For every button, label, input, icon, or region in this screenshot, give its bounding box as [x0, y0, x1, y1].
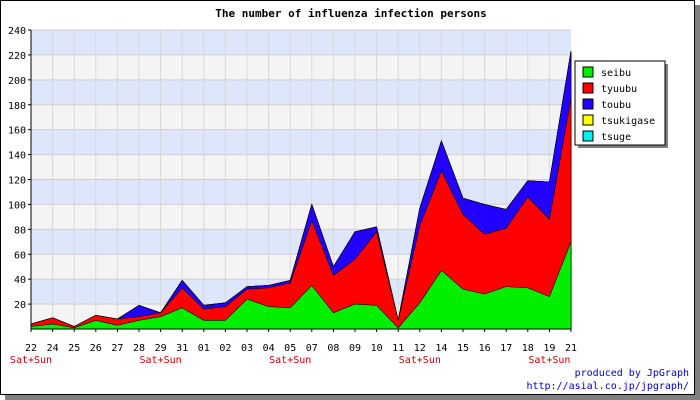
- legend: seibu tyuubu toubu tsukigase tsuge: [574, 60, 668, 148]
- x-tick-label: 01: [198, 343, 210, 354]
- grid-band: [31, 179, 571, 205]
- x-tick-label: 14: [435, 343, 447, 354]
- plot-areas: [30, 51, 572, 330]
- y-tick-label: 140: [8, 151, 26, 162]
- x-tick-label: 09: [349, 343, 361, 354]
- y-tick-label: 200: [8, 76, 26, 87]
- grid-band: [31, 129, 571, 155]
- chart-title: The number of influenza infection person…: [215, 7, 487, 20]
- x-tick-label: 16: [479, 343, 491, 354]
- weekend-marker: Sat+Sun: [269, 355, 311, 366]
- legend-swatch-seibu: [582, 66, 594, 78]
- x-axis-ticks: 22 24 25 26 27 28 29 31 01 02 03 04 05 07 08 09 10 11 12 14…: [10, 329, 577, 366]
- grid-band: [31, 79, 571, 105]
- weekend-marker: Sat+Sun: [528, 355, 570, 366]
- x-tick-label: 25: [68, 343, 80, 354]
- legend-swatch-tyuubu: [582, 82, 594, 94]
- x-tick-label: 11: [392, 343, 404, 354]
- x-tick-label: 26: [90, 343, 102, 354]
- chart-canvas: The number of influenza infection person…: [8, 7, 689, 392]
- x-tick-label: 07: [306, 343, 318, 354]
- y-tick-label: 60: [14, 250, 26, 261]
- legend-label-tsukigase: tsukigase: [601, 116, 655, 127]
- legend-label-seibu: seibu: [601, 68, 631, 79]
- y-tick-label: 180: [8, 101, 26, 112]
- weekend-marker: Sat+Sun: [140, 355, 182, 366]
- x-tick-label: 08: [327, 343, 339, 354]
- x-tick-label: 18: [522, 343, 534, 354]
- x-tick-label: 19: [543, 343, 555, 354]
- legend-label-tyuubu: tyuubu: [601, 84, 637, 95]
- y-tick-label: 240: [8, 26, 26, 37]
- legend-swatch-tsukigase: [582, 114, 594, 126]
- x-tick-label: 28: [133, 343, 145, 354]
- x-tick-label: 31: [176, 343, 188, 354]
- grid-band: [31, 154, 571, 180]
- x-tick-label: 22: [25, 343, 37, 354]
- x-tick-label: 17: [500, 343, 512, 354]
- y-tick-label: 160: [8, 126, 26, 137]
- legend-swatch-toubu: [582, 98, 594, 110]
- y-tick-label: 100: [8, 200, 26, 211]
- y-tick-label: 220: [8, 51, 26, 62]
- area-seibu: [30, 241, 572, 330]
- x-tick-label: 02: [219, 343, 231, 354]
- x-tick-label: 04: [263, 343, 275, 354]
- x-tick-label: 24: [47, 343, 59, 354]
- legend-label-toubu: toubu: [601, 100, 631, 111]
- plot-grid: [31, 29, 571, 329]
- y-tick-label: 20: [14, 300, 26, 311]
- x-tick-label: 10: [371, 343, 383, 354]
- x-tick-label: 03: [241, 343, 253, 354]
- y-tick-label: 120: [8, 176, 26, 187]
- footer-credit: produced by JpGraph: [575, 368, 689, 379]
- x-tick-label: 27: [111, 343, 123, 354]
- weekend-marker: Sat+Sun: [10, 355, 52, 366]
- weekend-marker: Sat+Sun: [399, 355, 441, 366]
- footer-url[interactable]: http://asial.co.jp/jpgraph/: [526, 381, 689, 392]
- grid-band: [31, 104, 571, 130]
- y-axis-ticks: 20 40 60 80 100 120 140 160 180 200 220 240: [8, 26, 31, 311]
- area-tyuubu: [30, 98, 572, 330]
- x-tick-label: 12: [414, 343, 426, 354]
- x-tick-label: 29: [155, 343, 167, 354]
- x-tick-label: 21: [565, 343, 577, 354]
- y-tick-label: 40: [14, 275, 26, 286]
- grid-band: [31, 30, 571, 55]
- grid-band: [31, 54, 571, 80]
- legend-swatch-tsuge: [582, 130, 594, 142]
- y-tick-label: 80: [14, 225, 26, 236]
- x-tick-label: 05: [284, 343, 296, 354]
- x-tick-label: 15: [457, 343, 469, 354]
- legend-label-tsuge: tsuge: [601, 132, 631, 143]
